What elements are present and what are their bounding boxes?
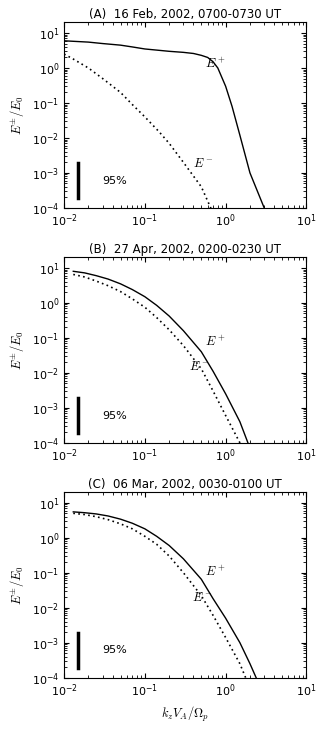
Title: (A)  16 Feb, 2002, 0700-0730 UT: (A) 16 Feb, 2002, 0700-0730 UT	[89, 8, 281, 21]
Text: 95%: 95%	[103, 176, 127, 186]
Text: $E^+$: $E^+$	[205, 56, 225, 71]
Y-axis label: $E^{\pm}/E_0$: $E^{\pm}/E_0$	[8, 95, 26, 135]
Y-axis label: $E^{\pm}/E_0$: $E^{\pm}/E_0$	[8, 565, 26, 605]
X-axis label: $k_z V_A/\Omega_p$: $k_z V_A/\Omega_p$	[161, 705, 209, 724]
Title: (C)  06 Mar, 2002, 0030-0100 UT: (C) 06 Mar, 2002, 0030-0100 UT	[88, 478, 282, 491]
Text: $E^+$: $E^+$	[205, 335, 225, 348]
Text: $E^-$: $E^-$	[192, 591, 212, 604]
Text: $E^-$: $E^-$	[193, 157, 214, 170]
Text: $E^+$: $E^+$	[205, 564, 225, 579]
Y-axis label: $E^{\pm}/E_0$: $E^{\pm}/E_0$	[8, 330, 26, 370]
Text: 95%: 95%	[103, 411, 127, 420]
Title: (B)  27 Apr, 2002, 0200-0230 UT: (B) 27 Apr, 2002, 0200-0230 UT	[89, 243, 281, 256]
Text: 95%: 95%	[103, 646, 127, 655]
Text: $E^-$: $E^-$	[189, 360, 209, 373]
